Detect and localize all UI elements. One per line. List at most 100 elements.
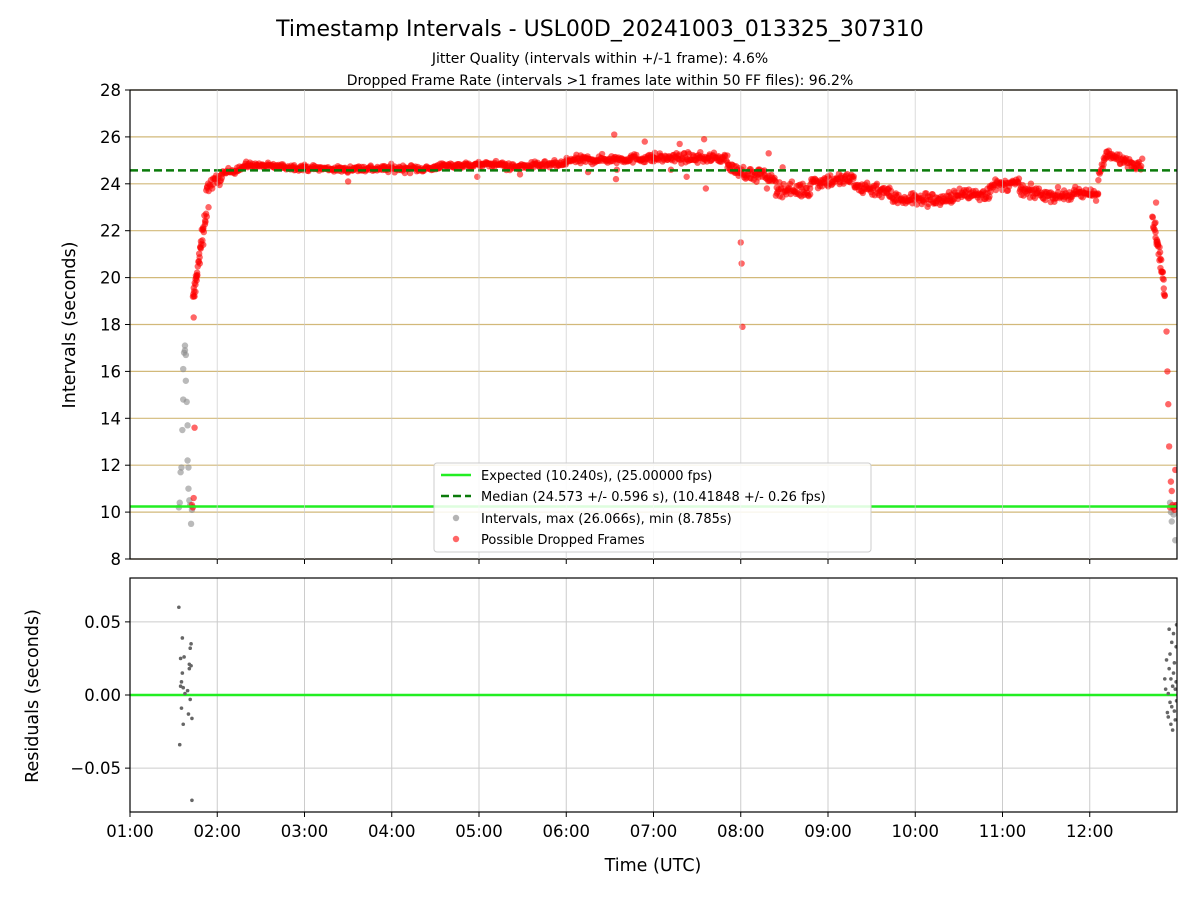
residual-point [1162, 677, 1167, 681]
residual-point [180, 671, 185, 675]
residual-point [1169, 722, 1173, 727]
top-y-tick-label: 18 [100, 316, 121, 335]
residual-point [1164, 658, 1169, 662]
interval-point [176, 499, 183, 506]
residual-point [1171, 631, 1176, 636]
dropped-frame-point [598, 150, 606, 158]
residual-point [1170, 728, 1175, 732]
dropped-frame-point [700, 136, 708, 143]
bottom-x-tick-label: 09:00 [804, 822, 852, 841]
bottom-x-tick-label: 12:00 [1066, 822, 1114, 841]
residual-point [1169, 677, 1173, 681]
dropped-frame-point [1156, 249, 1164, 256]
residual-point [179, 680, 184, 684]
residual-point [1167, 627, 1171, 631]
dropped-frame-point [1160, 290, 1168, 298]
dropped-frame-point [1149, 214, 1157, 221]
dropped-frame-point [190, 314, 197, 321]
bottom-x-tick-label: 06:00 [542, 822, 590, 841]
dropped-frame-point [738, 260, 745, 267]
dropped-frame-point [1139, 155, 1146, 162]
bottom-x-tick-label: 04:00 [368, 822, 416, 841]
interval-point [1168, 518, 1175, 525]
dropped-frame-point [724, 152, 731, 159]
bottom-x-tick-label: 11:00 [979, 822, 1027, 841]
dropped-frame-point [1092, 197, 1100, 204]
bottom-x-tick-label: 02:00 [193, 822, 241, 841]
interval-point [178, 464, 185, 471]
residual-point [1168, 700, 1172, 705]
residual-points [130, 605, 1177, 803]
residual-point [187, 666, 192, 671]
dropped-frame-point [1164, 368, 1171, 375]
residual-point [1171, 671, 1176, 675]
dropped-frame-point [806, 191, 814, 198]
residuals-plot: −0.05 0.00 0.05 01:00 02:00 03:00 04:00 05:00 06… [70, 577, 1178, 841]
dropped-frame-point [1027, 180, 1035, 187]
dropped-frame-point [1158, 256, 1165, 264]
legend-dropped-label: Possible Dropped Frames [481, 533, 645, 548]
top-y-tick-label: 8 [111, 550, 122, 569]
interval-point [179, 426, 186, 434]
time-x-axis-label: Time (UTC) [604, 856, 702, 876]
dropped-frame-point [1015, 175, 1023, 182]
residual-point [185, 688, 190, 693]
bottom-x-tick-label: 08:00 [717, 822, 765, 841]
bottom-plot-frame [129, 577, 1178, 813]
dropped-frame-point [702, 185, 710, 192]
residual-point [189, 663, 193, 668]
interval-point [1172, 537, 1177, 544]
residual-point [181, 722, 186, 727]
residual-point [180, 636, 185, 640]
residual-point [177, 742, 182, 747]
residual-point [1169, 704, 1174, 709]
residual-point [181, 685, 186, 690]
dropped-frame-point [1160, 285, 1167, 292]
dropped-frame-point [191, 424, 198, 431]
dropped-frame-point [740, 163, 747, 171]
residual-point [178, 656, 183, 661]
dropped-frame-point [196, 254, 203, 261]
legend-expected-label: Expected (10.240s), (25.00000 fps) [481, 469, 712, 484]
dropped-frame-point [1054, 183, 1062, 191]
dropped-frame-point [1163, 328, 1170, 335]
residual-point [1167, 666, 1171, 671]
dropped-frame-point [200, 241, 207, 248]
residual-point [179, 706, 184, 710]
dropped-frame-point [676, 140, 683, 148]
jitter-quality-subtitle: Jitter Quality (intervals within +/-1 fr… [431, 51, 768, 67]
dropped-frame-point [873, 180, 881, 188]
top-y-tick-label: 20 [100, 269, 121, 288]
residual-point [1165, 710, 1170, 715]
chart-title: Timestamp Intervals - USL00D_20241003_01… [275, 17, 924, 42]
dropped-frame-point [611, 131, 618, 138]
interval-point [184, 422, 191, 429]
top-y-tick-label: 22 [100, 222, 121, 241]
residual-point [1172, 661, 1177, 665]
dropped-frame-point [205, 204, 212, 211]
residual-point [1174, 644, 1177, 649]
residual-point [182, 655, 186, 659]
legend-median-label: Median (24.573 +/- 0.596 s), (10.41848 +… [481, 490, 826, 505]
bottom-x-tick-label: 05:00 [455, 822, 503, 841]
top-y-tick-label: 24 [100, 175, 121, 194]
interval-point [181, 342, 189, 349]
top-y-tick-label: 26 [100, 128, 121, 147]
dropped-frame-point [1156, 243, 1163, 251]
dropped-frame-point [779, 164, 786, 171]
residual-point [186, 712, 191, 716]
residual-point [188, 697, 193, 702]
legend-intervals-swatch [452, 514, 460, 522]
residual-point [178, 684, 183, 689]
dropped-frame-point [683, 173, 690, 180]
dropped-frame-point [1160, 276, 1167, 283]
bottom-x-tick-label: 01:00 [106, 822, 154, 841]
dropped-frame-point [191, 293, 198, 300]
dropped-frame-point [190, 494, 197, 502]
residual-point [1174, 680, 1177, 684]
residuals-y-axis-label: Residuals (seconds) [23, 609, 43, 783]
dropped-frame-point [200, 228, 207, 236]
residual-point [1173, 687, 1177, 691]
dropped-frame-point [788, 178, 796, 185]
residual-point [177, 605, 181, 610]
